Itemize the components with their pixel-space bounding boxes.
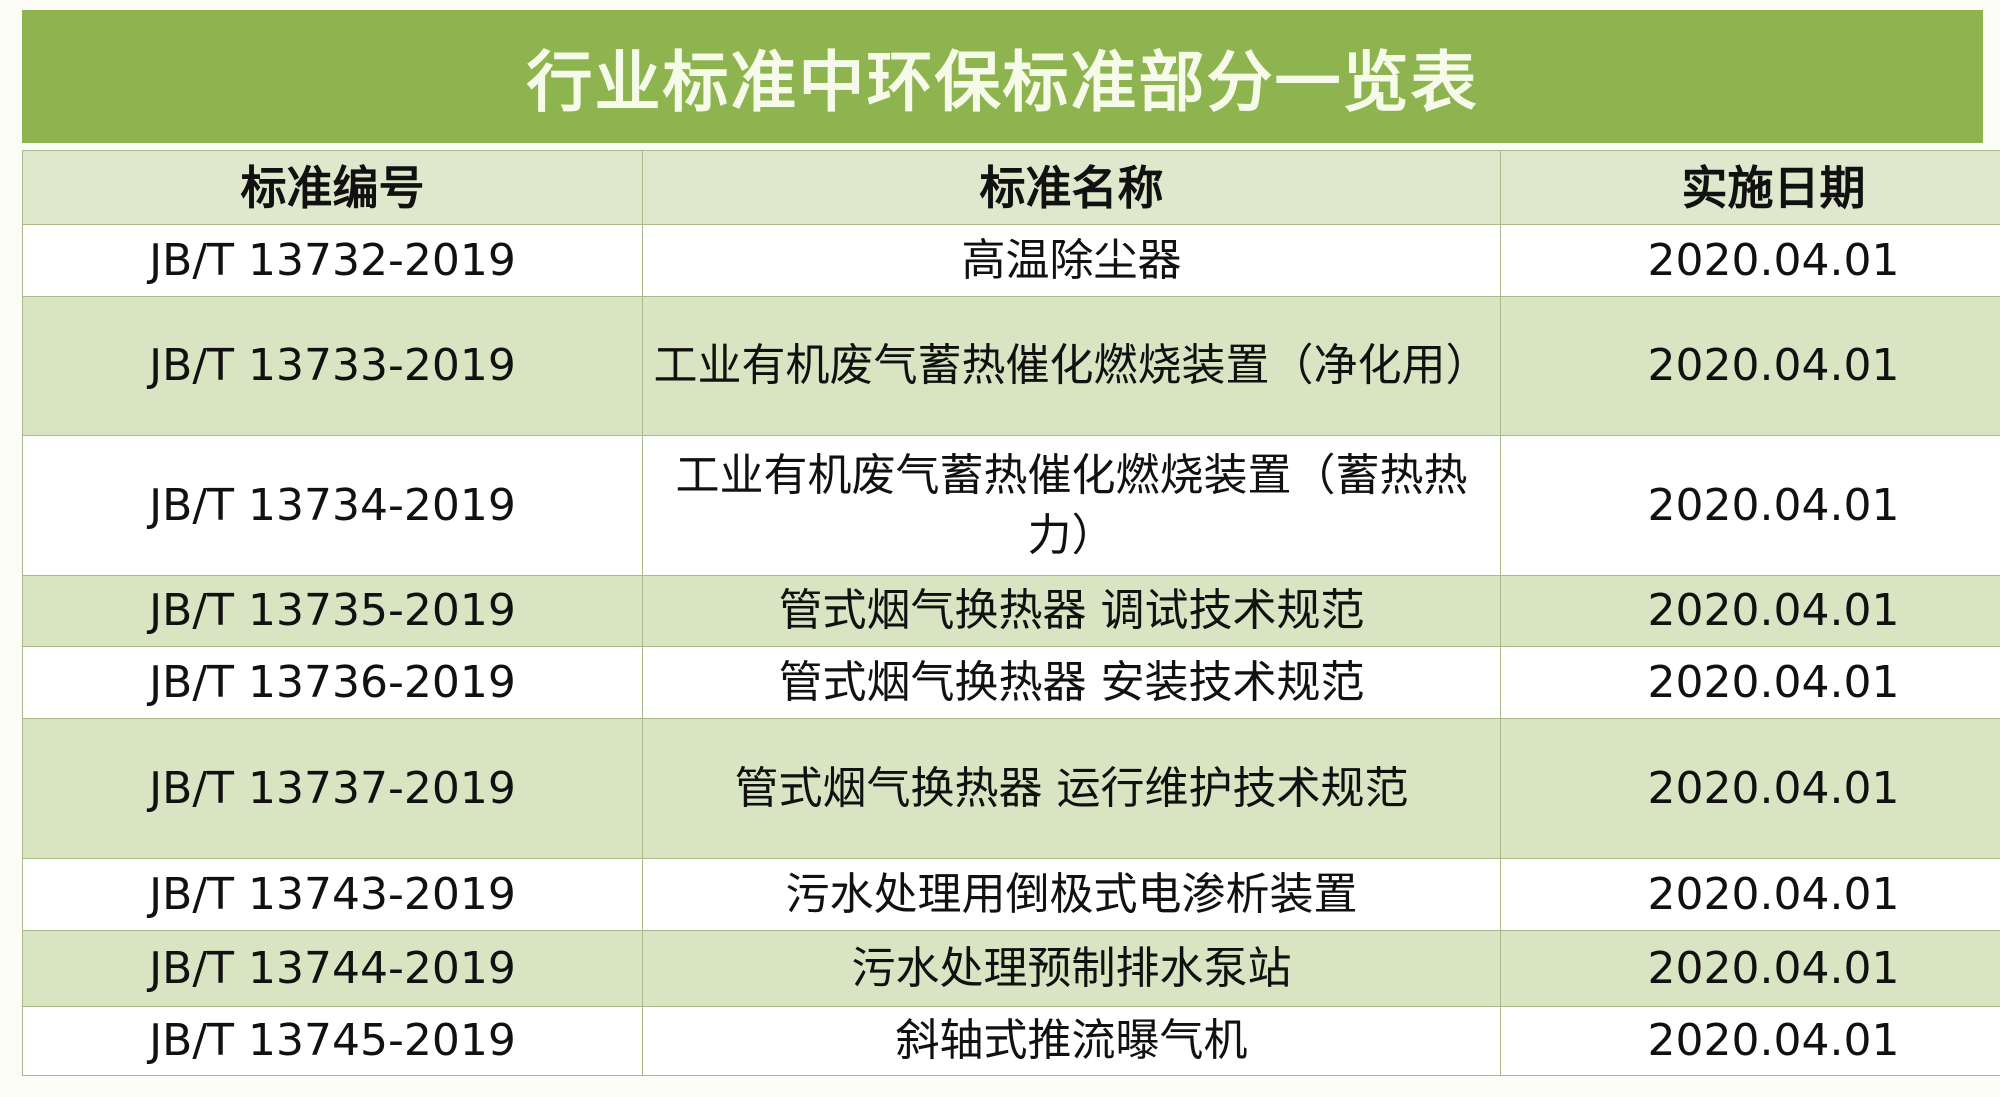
standard-name-cell: 斜轴式推流曝气机 <box>642 1006 1501 1076</box>
standard-name-cell: 工业有机废气蓄热催化燃烧装置（蓄热热力） <box>642 435 1501 576</box>
effective-date-cell: 2020.04.01 <box>1500 296 2000 436</box>
standard-code-cell: JB/T 13743-2019 <box>22 858 643 931</box>
effective-date-cell: 2020.04.01 <box>1500 718 2000 859</box>
standard-code-cell: JB/T 13734-2019 <box>22 435 643 576</box>
table-row: JB/T 13732-2019 高温除尘器 2020.04.01 <box>22 224 2000 297</box>
standard-name-cell: 污水处理预制排水泵站 <box>642 930 1501 1007</box>
effective-date-cell: 2020.04.01 <box>1500 930 2000 1007</box>
standard-name-cell: 工业有机废气蓄热催化燃烧装置（净化用） <box>642 296 1501 436</box>
column-header-date: 实施日期 <box>1500 150 2000 225</box>
table-row: JB/T 13745-2019 斜轴式推流曝气机 2020.04.01 <box>22 1006 2000 1076</box>
table-title: 行业标准中环保标准部分一览表 <box>22 10 1983 143</box>
standard-code-cell: JB/T 13733-2019 <box>22 296 643 436</box>
table-row: JB/T 13743-2019 污水处理用倒极式电渗析装置 2020.04.01 <box>22 858 2000 931</box>
standards-table: 标准编号 标准名称 实施日期 JB/T 13732-2019 高温除尘器 2020.… <box>22 150 2000 1076</box>
standard-code-cell: JB/T 13745-2019 <box>22 1006 643 1076</box>
standard-name-cell: 管式烟气换热器 调试技术规范 <box>642 575 1501 647</box>
effective-date-cell: 2020.04.01 <box>1500 858 2000 931</box>
effective-date-cell: 2020.04.01 <box>1500 435 2000 576</box>
table-header-row: 标准编号 标准名称 实施日期 <box>22 150 2000 225</box>
effective-date-cell: 2020.04.01 <box>1500 575 2000 647</box>
standard-code-cell: JB/T 13737-2019 <box>22 718 643 859</box>
effective-date-cell: 2020.04.01 <box>1500 1006 2000 1076</box>
standard-name-cell: 管式烟气换热器 安装技术规范 <box>642 646 1501 719</box>
table-row: JB/T 13736-2019 管式烟气换热器 安装技术规范 2020.04.01 <box>22 646 2000 719</box>
table-row: JB/T 13734-2019 工业有机废气蓄热催化燃烧装置（蓄热热力） 2020.… <box>22 435 2000 576</box>
standard-name-cell: 高温除尘器 <box>642 224 1501 297</box>
effective-date-cell: 2020.04.01 <box>1500 224 2000 297</box>
column-header-code: 标准编号 <box>22 150 643 225</box>
table-row: JB/T 13737-2019 管式烟气换热器 运行维护技术规范 2020.04.0… <box>22 718 2000 859</box>
table-row: JB/T 13744-2019 污水处理预制排水泵站 2020.04.01 <box>22 930 2000 1007</box>
standard-code-cell: JB/T 13736-2019 <box>22 646 643 719</box>
standard-code-cell: JB/T 13744-2019 <box>22 930 643 1007</box>
effective-date-cell: 2020.04.01 <box>1500 646 2000 719</box>
standard-code-cell: JB/T 13735-2019 <box>22 575 643 647</box>
standard-code-cell: JB/T 13732-2019 <box>22 224 643 297</box>
standard-name-cell: 污水处理用倒极式电渗析装置 <box>642 858 1501 931</box>
standard-name-cell: 管式烟气换热器 运行维护技术规范 <box>642 718 1501 859</box>
column-header-name: 标准名称 <box>642 150 1501 225</box>
table-row: JB/T 13733-2019 工业有机废气蓄热催化燃烧装置（净化用） 2020.0… <box>22 296 2000 436</box>
table-row: JB/T 13735-2019 管式烟气换热器 调试技术规范 2020.04.01 <box>22 575 2000 647</box>
